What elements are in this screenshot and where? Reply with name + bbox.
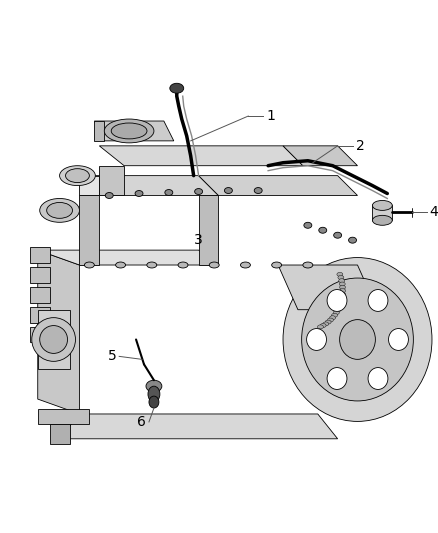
Ellipse shape [224, 188, 233, 193]
Ellipse shape [337, 302, 343, 306]
Polygon shape [198, 176, 357, 196]
Ellipse shape [338, 276, 344, 279]
Polygon shape [198, 196, 219, 265]
Polygon shape [30, 327, 49, 343]
Ellipse shape [320, 324, 326, 327]
Ellipse shape [339, 295, 345, 300]
Ellipse shape [349, 237, 357, 243]
Ellipse shape [368, 289, 388, 311]
Ellipse shape [60, 166, 95, 185]
Ellipse shape [116, 262, 126, 268]
Ellipse shape [327, 368, 347, 390]
Text: 5: 5 [107, 349, 116, 364]
Polygon shape [79, 176, 219, 196]
Ellipse shape [334, 232, 342, 238]
Ellipse shape [318, 325, 323, 329]
Polygon shape [38, 409, 89, 424]
Ellipse shape [337, 272, 343, 276]
Ellipse shape [148, 386, 160, 402]
Ellipse shape [389, 328, 408, 350]
Ellipse shape [66, 168, 89, 183]
Polygon shape [38, 250, 219, 265]
Polygon shape [278, 265, 378, 310]
Ellipse shape [339, 279, 345, 282]
Ellipse shape [303, 262, 313, 268]
Text: 1: 1 [266, 109, 275, 123]
Polygon shape [99, 146, 303, 166]
Polygon shape [94, 121, 104, 141]
Text: 4: 4 [429, 205, 438, 220]
Polygon shape [94, 121, 174, 141]
Ellipse shape [170, 83, 184, 93]
Ellipse shape [135, 190, 143, 197]
Polygon shape [60, 414, 338, 439]
Ellipse shape [105, 192, 113, 198]
Ellipse shape [283, 257, 432, 422]
Polygon shape [30, 287, 49, 303]
Ellipse shape [332, 313, 338, 317]
Polygon shape [99, 166, 124, 196]
Polygon shape [30, 306, 49, 322]
Ellipse shape [47, 203, 73, 219]
Ellipse shape [330, 316, 336, 320]
Ellipse shape [372, 200, 392, 211]
Ellipse shape [272, 262, 282, 268]
Ellipse shape [149, 396, 159, 408]
Ellipse shape [302, 278, 413, 401]
Ellipse shape [165, 190, 173, 196]
Ellipse shape [178, 262, 188, 268]
Ellipse shape [194, 189, 203, 195]
Polygon shape [30, 267, 49, 283]
Ellipse shape [368, 368, 388, 390]
Ellipse shape [325, 320, 331, 324]
Ellipse shape [333, 311, 339, 314]
Ellipse shape [104, 119, 154, 143]
Ellipse shape [339, 292, 346, 296]
Polygon shape [38, 310, 70, 369]
Ellipse shape [254, 188, 262, 193]
Text: 6: 6 [137, 415, 146, 429]
Ellipse shape [146, 380, 162, 392]
Ellipse shape [85, 262, 94, 268]
Ellipse shape [240, 262, 251, 268]
Ellipse shape [304, 222, 312, 228]
Ellipse shape [111, 123, 147, 139]
Ellipse shape [40, 326, 67, 353]
Text: 2: 2 [356, 139, 364, 153]
Ellipse shape [338, 298, 344, 303]
Ellipse shape [339, 285, 346, 289]
Polygon shape [49, 424, 70, 444]
Ellipse shape [339, 320, 375, 359]
Ellipse shape [147, 262, 157, 268]
Ellipse shape [336, 305, 342, 309]
Ellipse shape [335, 308, 341, 312]
Ellipse shape [339, 289, 346, 293]
Polygon shape [30, 247, 49, 263]
Text: 3: 3 [194, 233, 203, 247]
Polygon shape [79, 196, 99, 265]
Ellipse shape [323, 322, 328, 326]
Ellipse shape [339, 282, 345, 286]
Ellipse shape [307, 328, 326, 350]
Ellipse shape [372, 215, 392, 225]
Polygon shape [372, 205, 392, 220]
Polygon shape [38, 250, 79, 414]
Ellipse shape [40, 198, 79, 222]
Ellipse shape [327, 289, 347, 311]
Polygon shape [283, 146, 357, 166]
Ellipse shape [328, 318, 333, 322]
Ellipse shape [319, 227, 327, 233]
Polygon shape [79, 176, 99, 196]
Ellipse shape [32, 318, 75, 361]
Ellipse shape [209, 262, 219, 268]
